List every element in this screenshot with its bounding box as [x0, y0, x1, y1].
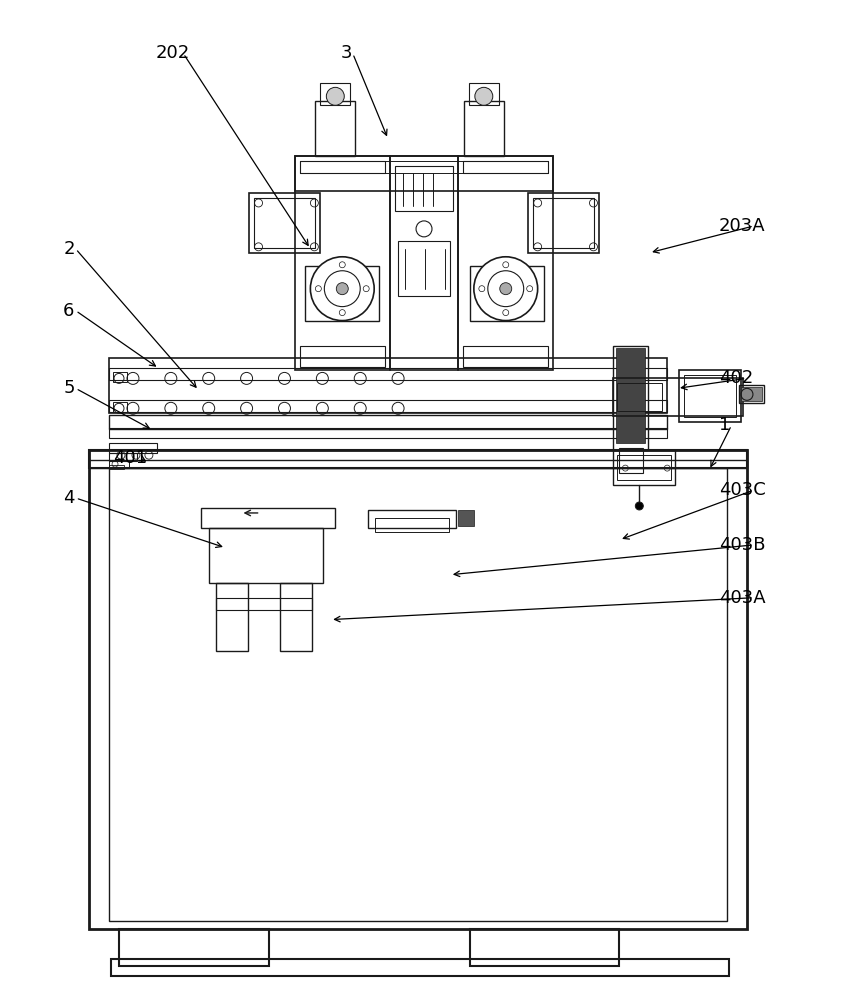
Bar — [305, 266, 379, 321]
Text: 203A: 203A — [719, 217, 765, 235]
Bar — [618, 455, 671, 480]
Bar — [295, 156, 390, 370]
Text: 2: 2 — [63, 240, 75, 258]
Circle shape — [336, 283, 348, 295]
Bar — [109, 415, 668, 429]
Bar — [109, 358, 668, 413]
Bar — [109, 468, 727, 921]
Circle shape — [326, 87, 344, 105]
Bar — [113, 402, 127, 412]
Bar — [470, 266, 544, 321]
Bar — [119, 929, 269, 966]
Bar — [316, 101, 355, 156]
Bar — [300, 346, 385, 367]
Bar — [249, 193, 320, 253]
Bar — [398, 241, 450, 296]
Circle shape — [635, 502, 644, 510]
Bar — [618, 383, 662, 411]
Bar — [281, 583, 312, 651]
Bar — [89, 460, 747, 468]
Bar — [109, 400, 668, 412]
Bar — [613, 450, 675, 485]
Bar — [320, 83, 350, 105]
Text: 1: 1 — [719, 416, 730, 434]
Circle shape — [474, 257, 538, 321]
Text: 3: 3 — [341, 44, 352, 62]
Circle shape — [474, 87, 492, 105]
Bar — [458, 156, 553, 370]
Text: 403B: 403B — [719, 536, 765, 554]
Bar — [533, 198, 595, 248]
Bar — [89, 450, 747, 929]
Bar — [111, 959, 729, 976]
Bar — [396, 166, 453, 211]
Bar — [390, 156, 458, 370]
Bar — [468, 83, 498, 105]
Bar — [613, 378, 743, 416]
Circle shape — [499, 283, 511, 295]
Text: 401: 401 — [113, 449, 148, 467]
Bar — [215, 598, 312, 610]
Bar — [215, 583, 248, 651]
Bar — [109, 453, 137, 461]
Text: 403A: 403A — [719, 589, 765, 607]
Text: 4: 4 — [63, 489, 75, 507]
Bar — [89, 450, 747, 468]
Bar — [295, 156, 553, 191]
Bar — [458, 510, 474, 526]
Bar — [680, 370, 741, 422]
Text: 5: 5 — [63, 379, 75, 397]
Bar — [109, 428, 668, 438]
Bar — [684, 375, 736, 417]
Bar — [616, 348, 645, 443]
Bar — [619, 448, 644, 473]
Bar — [470, 929, 619, 966]
Bar — [208, 528, 323, 583]
Text: 403C: 403C — [719, 481, 766, 499]
Text: 6: 6 — [63, 302, 75, 320]
Bar — [300, 161, 385, 173]
Bar — [741, 387, 762, 401]
Bar — [109, 368, 668, 380]
Bar — [464, 101, 504, 156]
Text: 202: 202 — [156, 44, 190, 62]
Bar — [109, 461, 129, 467]
Bar — [300, 161, 547, 173]
Bar — [462, 346, 547, 367]
Bar — [613, 346, 649, 450]
Bar — [109, 465, 124, 469]
Bar — [462, 161, 547, 173]
Bar — [375, 518, 449, 532]
Bar — [254, 198, 316, 248]
Bar — [368, 510, 456, 528]
Text: 402: 402 — [719, 369, 753, 387]
Bar — [109, 443, 157, 453]
Bar — [113, 372, 127, 382]
Bar — [739, 385, 764, 403]
Bar — [528, 193, 600, 253]
Circle shape — [311, 257, 374, 321]
Bar — [201, 508, 335, 528]
